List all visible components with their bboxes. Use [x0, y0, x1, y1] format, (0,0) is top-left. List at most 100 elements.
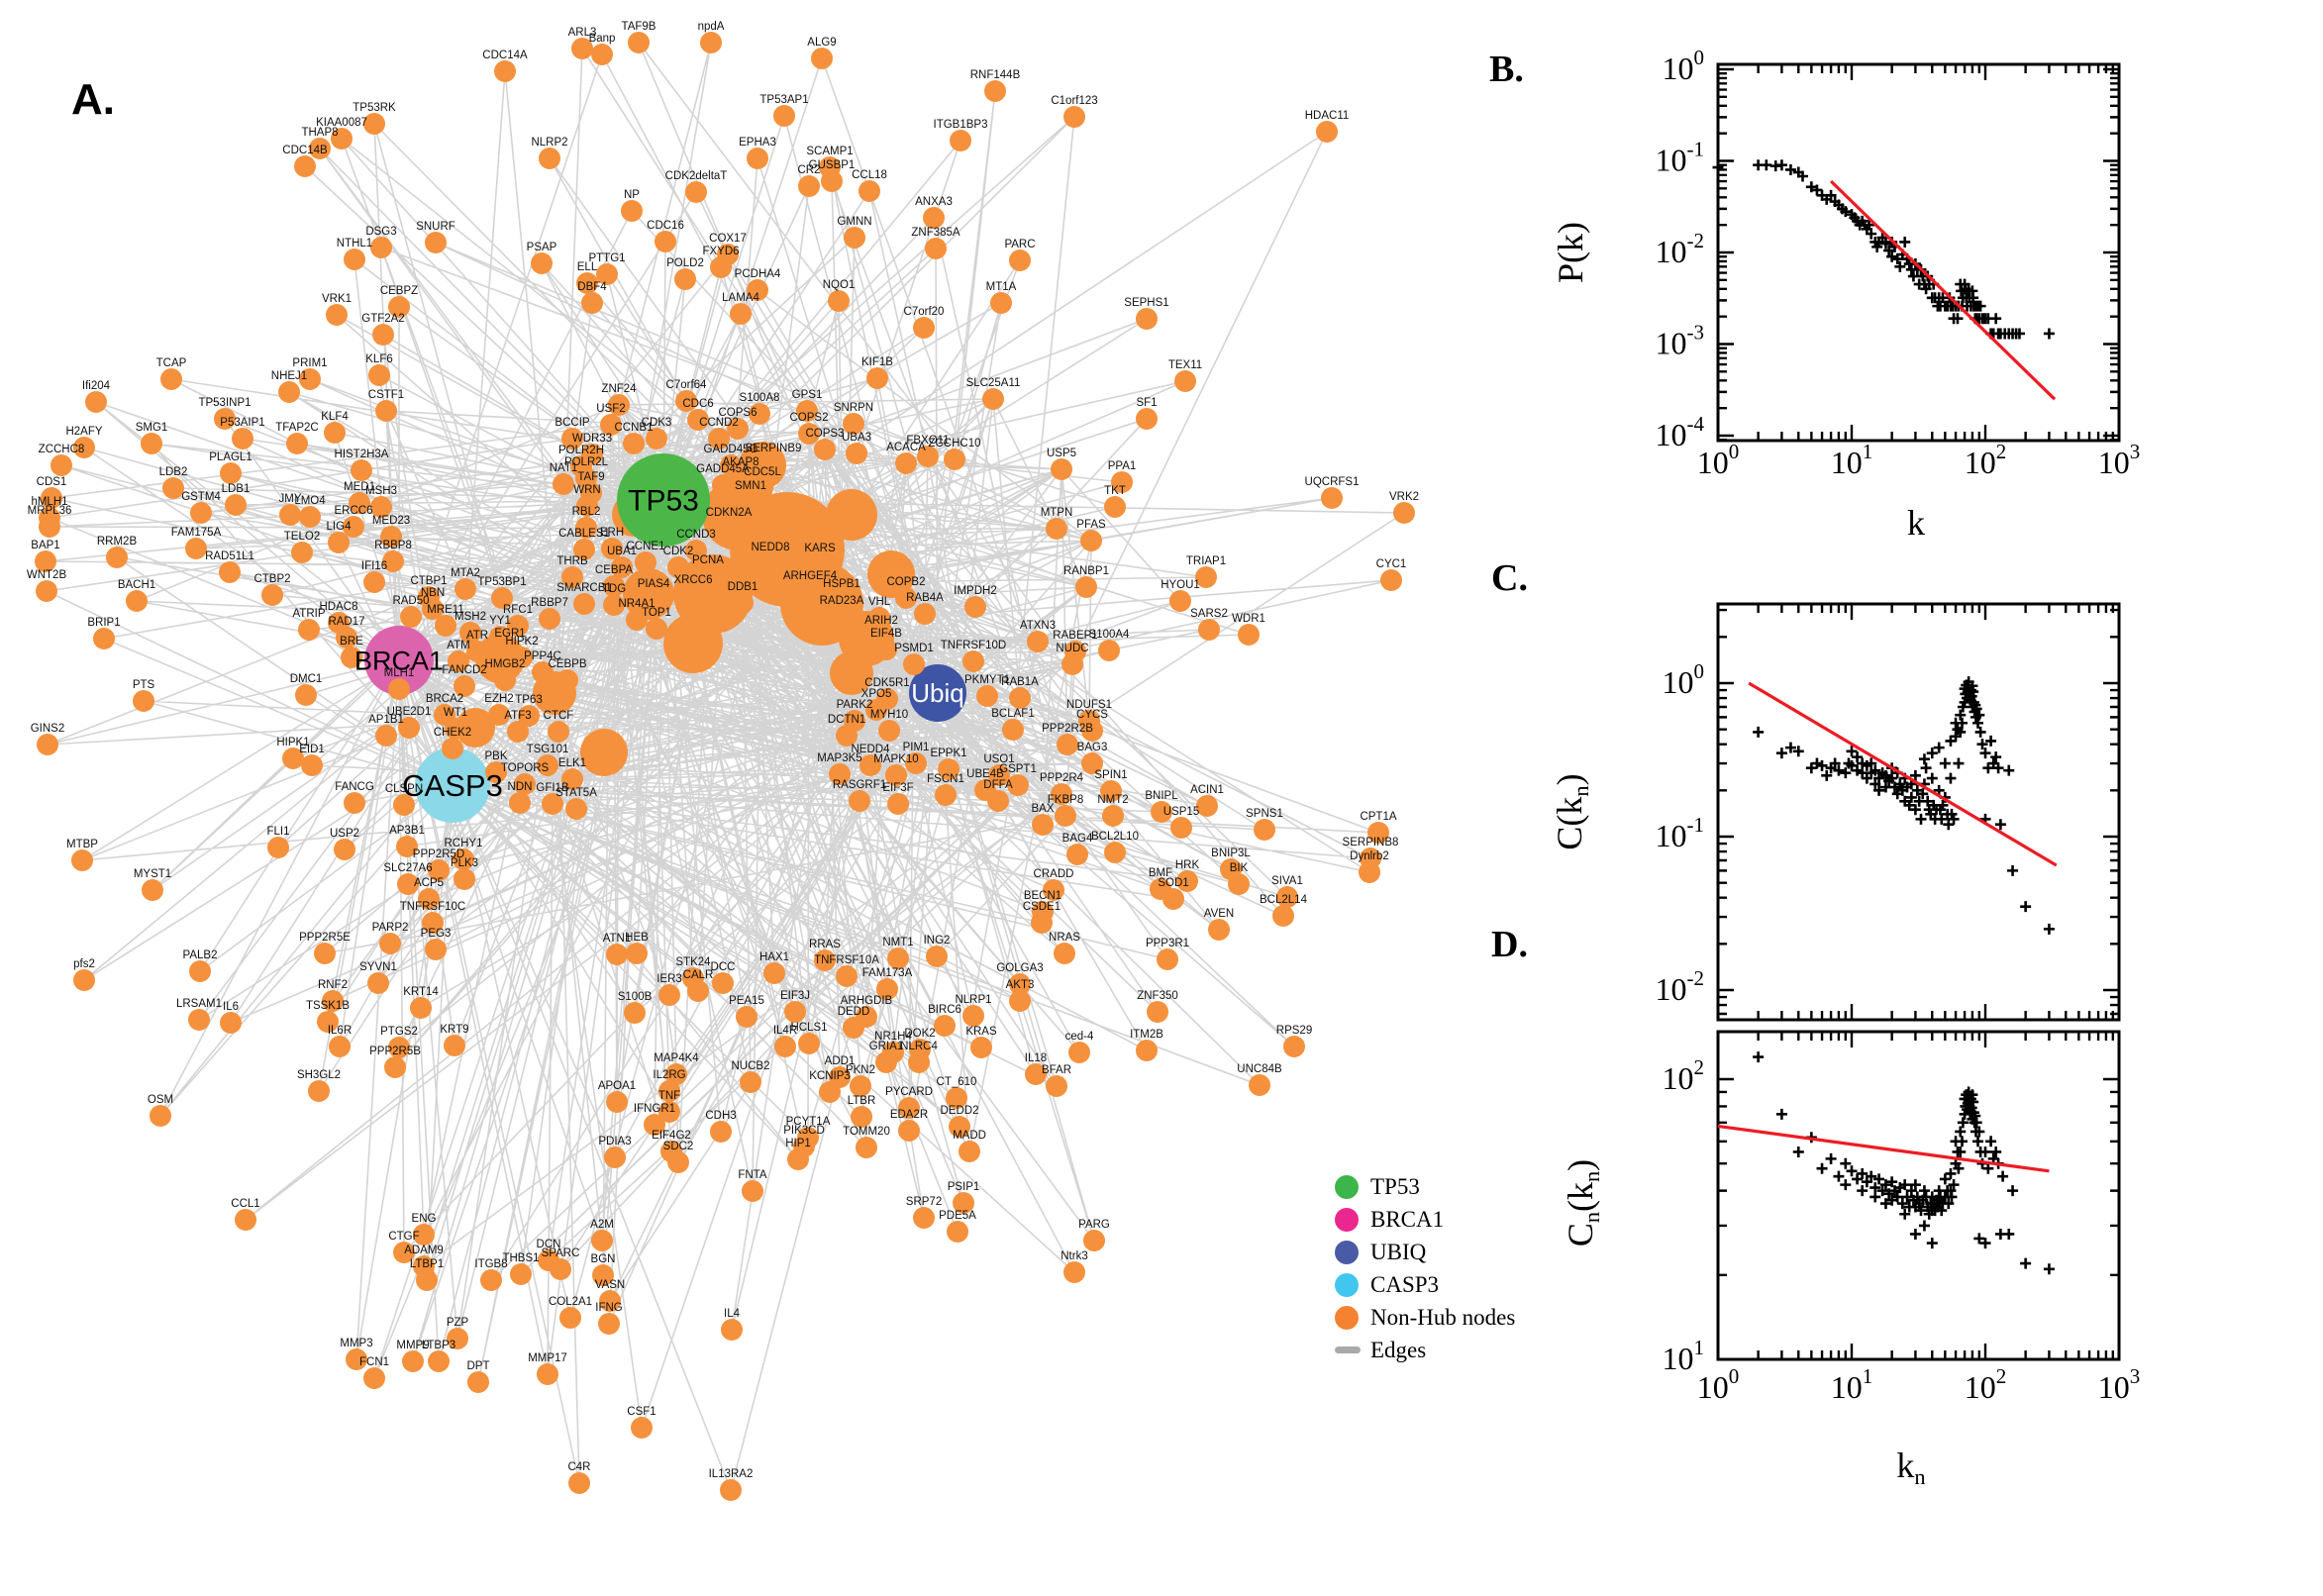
network-node	[309, 138, 331, 159]
network-node-label: TCAP	[156, 357, 187, 369]
network-node	[344, 249, 365, 270]
network-node-label: BRIP1	[87, 617, 120, 629]
network-node	[1393, 502, 1415, 524]
network-node	[442, 738, 463, 759]
network-node-label: EIF3J	[780, 990, 810, 1002]
chart-C: 100 10-1 10-2 C(kn)	[1550, 602, 2121, 1022]
network-node-label: HSPB1	[823, 578, 860, 590]
network-node-label: PTTG1	[588, 252, 625, 264]
network-node	[531, 252, 553, 274]
network-node	[635, 551, 656, 573]
panel-a-label: A.	[71, 75, 115, 124]
hub-node-brca1	[364, 626, 434, 695]
network-node-label: GSTM4	[181, 491, 221, 503]
network-node	[697, 565, 719, 587]
network-node-label: PPP2R5D	[413, 848, 464, 860]
network-node	[976, 685, 998, 707]
network-node	[687, 409, 709, 431]
network-node-label: BAG3	[1077, 742, 1108, 753]
network-node	[379, 933, 401, 954]
network-node-label: DSG3	[365, 226, 396, 238]
network-node	[682, 585, 704, 607]
network-node	[1276, 886, 1298, 908]
network-node	[507, 615, 529, 637]
network-node-label: hMLH1	[31, 496, 67, 508]
network-node-label: PLAGL1	[209, 451, 252, 463]
network-node-label: RAD51L1	[205, 550, 254, 562]
network-node	[1198, 619, 1220, 641]
network-node-label: CDH3	[705, 1110, 736, 1122]
network-node-label: BCLAF1	[991, 708, 1034, 720]
network-node-label: FAM175A	[171, 527, 222, 539]
network-node-label: RAB4A	[906, 592, 944, 604]
network-node-label: YY1	[489, 615, 511, 627]
network-node	[944, 449, 965, 470]
network-node-label: TNFRSF10A	[814, 954, 879, 966]
network-node-label: CTCF	[544, 710, 574, 722]
network-node	[279, 504, 301, 526]
network-node	[623, 433, 645, 454]
network-node-label: LIG4	[327, 521, 353, 533]
network-node-label: COPS3	[806, 428, 845, 440]
ytick-label: 10-1	[1656, 813, 1705, 853]
network-node-label: ced-4	[1065, 1031, 1094, 1043]
network-node-label: ARHGDIB	[841, 995, 893, 1007]
network-node	[875, 1051, 897, 1073]
network-node	[1054, 943, 1075, 964]
network-node	[507, 721, 529, 743]
network-node-label: SDC2	[663, 1141, 694, 1152]
network-node	[721, 1319, 743, 1341]
network-node-label: ARL3	[568, 27, 597, 39]
network-node-label: ATM	[447, 640, 469, 651]
network-node-label: MRPL36	[28, 505, 72, 517]
network-node-label: SPIN1	[1094, 769, 1127, 781]
network-node	[946, 1087, 967, 1109]
network-node-label: CRADD	[1034, 868, 1074, 880]
network-node	[235, 1209, 256, 1231]
network-node	[93, 628, 115, 649]
network-node	[846, 443, 867, 464]
network-node	[106, 547, 128, 568]
network-node-label: CCND2	[699, 417, 739, 429]
network-node	[628, 32, 650, 53]
network-node-label: PSMD1	[894, 643, 934, 654]
network-node-label: NLRP1	[955, 994, 991, 1006]
network-node	[836, 965, 858, 987]
network-node	[219, 561, 241, 583]
network-node	[581, 292, 603, 314]
network-node	[398, 717, 420, 739]
network-node	[553, 473, 574, 495]
network-node-label: NDUFS1	[1066, 699, 1112, 711]
network-hubs	[364, 453, 966, 823]
network-node-label: AVEN	[1204, 908, 1234, 920]
legend-label: Non-Hub nodes	[1370, 1304, 1516, 1330]
network-node	[422, 912, 444, 934]
network-node	[644, 1114, 665, 1136]
network-node	[908, 1051, 930, 1073]
network-node-label: RAB1A	[1001, 676, 1039, 688]
network-node	[1061, 653, 1083, 675]
network-node-label: THBS1	[502, 1252, 539, 1264]
network-node-label: GADD45A	[696, 463, 750, 475]
legend-item: BRCA1	[1335, 1203, 1515, 1236]
network-node	[784, 1001, 806, 1023]
network-node	[561, 768, 583, 790]
network-node-label: SF1	[1136, 397, 1157, 409]
network-node-label: HMGB2	[485, 658, 526, 670]
network-node-label: PPA1	[1108, 460, 1137, 472]
network-node-label: SOD1	[1158, 877, 1188, 889]
network-node-label: AP1B1	[368, 714, 404, 726]
network-node-label: CLSPN	[385, 783, 423, 795]
network-node-label: UBE4B	[966, 768, 1004, 780]
network-node	[459, 622, 481, 644]
network-node	[532, 661, 554, 683]
network-node-label: FNTA	[738, 1169, 767, 1181]
network-node-label: BAG4	[1062, 833, 1093, 845]
network-node-label: PPP2R4	[1040, 772, 1084, 784]
network-node	[39, 516, 60, 538]
network-node-label: UQCRFS1	[1305, 476, 1360, 488]
network-node	[1147, 1001, 1168, 1023]
network-node-label: KLF6	[365, 353, 393, 365]
network-node	[962, 1005, 984, 1027]
